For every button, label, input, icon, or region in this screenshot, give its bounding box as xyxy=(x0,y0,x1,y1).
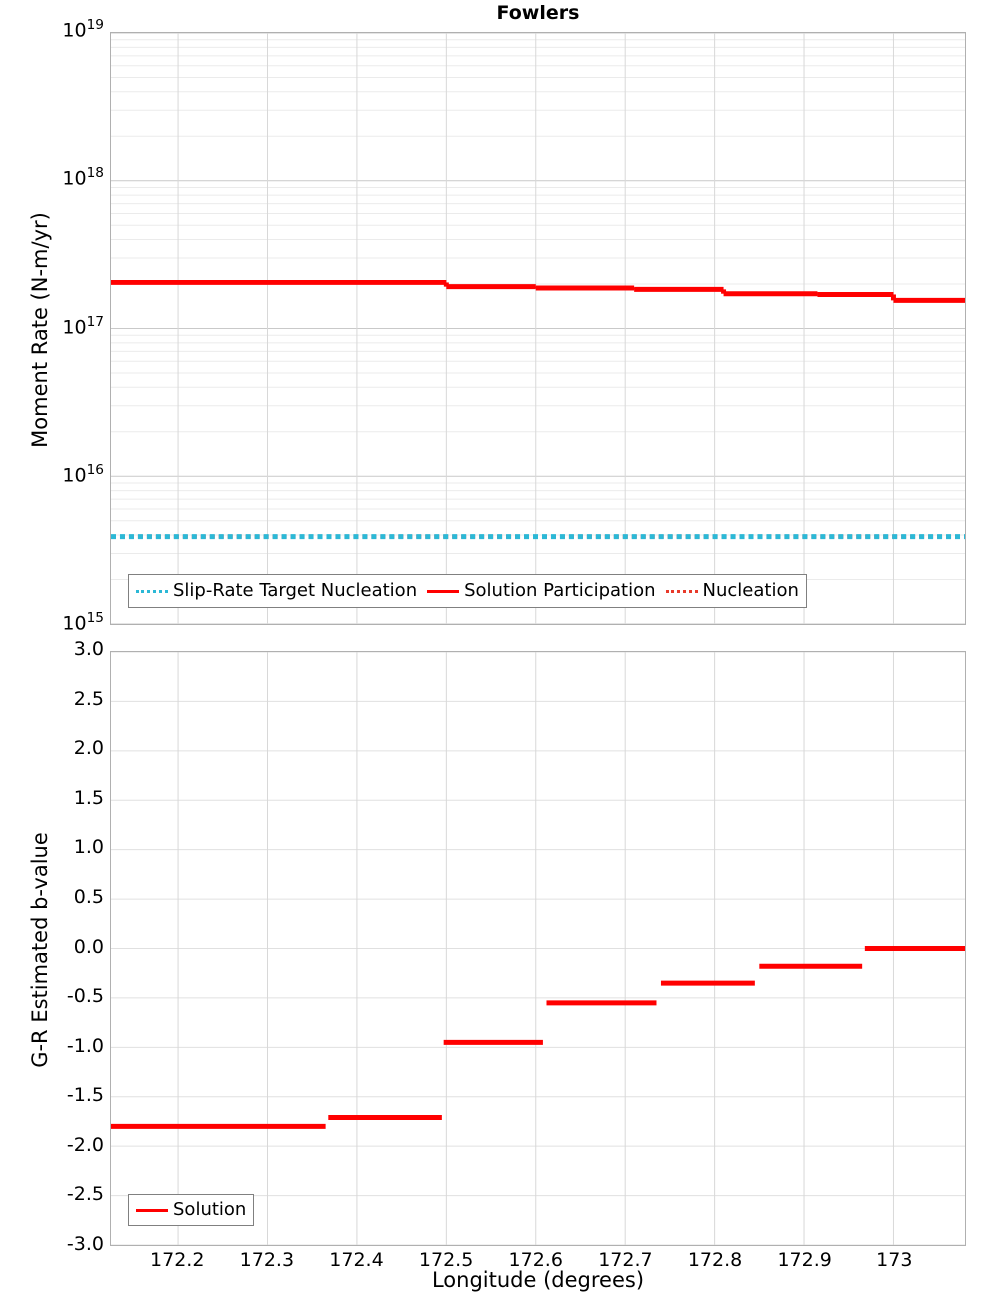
legend-line-swatch-icon xyxy=(136,1208,168,1212)
y-tick-label: 1015 xyxy=(62,610,104,635)
y-tick-label: -0.5 xyxy=(66,985,104,1008)
y-tick-label: -2.5 xyxy=(66,1183,104,1206)
legend-label: Solution Participation xyxy=(464,580,656,601)
b-value-axis-label: G-R Estimated b-value xyxy=(28,832,52,1068)
y-tick-label: 1.5 xyxy=(73,786,104,809)
y-tick-label: 1.0 xyxy=(73,836,104,859)
x-tick-label: 172.4 xyxy=(329,1249,384,1271)
top-grid xyxy=(111,33,965,624)
longitude-axis-label: Longitude (degrees) xyxy=(431,1268,645,1292)
y-tick-label: -3.0 xyxy=(66,1233,104,1255)
bottom-legend[interactable]: Solution xyxy=(128,1194,255,1226)
x-tick-label: 173 xyxy=(876,1249,913,1271)
y-tick-label: 1016 xyxy=(62,461,104,487)
moment-rate-plot-area xyxy=(110,32,966,625)
legend-entry[interactable]: Slip-Rate Target Nucleation xyxy=(136,582,417,600)
y-tick-label: -1.0 xyxy=(66,1034,104,1057)
x-tick-label: 172.5 xyxy=(418,1249,474,1271)
x-tick-label: 172.6 xyxy=(508,1249,563,1271)
top-legend[interactable]: Slip-Rate Target Nucleation Solution Part… xyxy=(128,574,807,608)
y-tick-label: 2.0 xyxy=(73,737,104,760)
x-tick-label: 172.8 xyxy=(687,1249,743,1271)
moment-rate-y-ticklabels: 1015 1016 1017 1018 1019 xyxy=(0,0,104,1300)
x-tick-label: 172.2 xyxy=(150,1249,205,1271)
bottom-grid xyxy=(111,652,965,1245)
legend-entry[interactable]: Nucleation xyxy=(665,580,799,601)
legend-label: Slip-Rate Target Nucleation xyxy=(173,580,418,601)
y-tick-label: 2.5 xyxy=(73,687,104,710)
x-tick-label: 172.7 xyxy=(598,1249,653,1271)
y-tick-label: -1.5 xyxy=(66,1084,104,1107)
legend-label: Solution xyxy=(173,1199,247,1220)
y-tick-label: 0.5 xyxy=(73,885,104,908)
legend-entry[interactable]: Solution Participation xyxy=(427,580,656,601)
y-tick-label: -2.0 xyxy=(66,1133,104,1156)
y-tick-label: 1017 xyxy=(62,313,104,338)
y-tick-label: 1018 xyxy=(62,165,104,190)
y-tick-label: 1019 xyxy=(62,17,104,42)
legend-label: Nucleation xyxy=(702,580,799,601)
legend-entry[interactable]: Solution xyxy=(136,1201,246,1219)
x-tick-label: 172.3 xyxy=(239,1249,295,1271)
page-title: Fowlers xyxy=(496,2,580,24)
legend-line-swatch-icon xyxy=(136,589,168,593)
b-value-plot-area xyxy=(110,651,966,1246)
y-tick-label: 3.0 xyxy=(73,638,104,660)
b-value-y-ticklabels: 3.0 2.5 2.0 1.5 1.0 0.5 0.0 -0.5 -1.0 -1.5 -2.0 -2.… xyxy=(0,0,104,1300)
top-data-layer xyxy=(111,279,965,540)
bottom-data-layer xyxy=(111,946,965,1129)
y-tick-label: 0.0 xyxy=(73,935,104,958)
x-tick-label: 172.9 xyxy=(777,1249,832,1271)
legend-line-swatch-icon xyxy=(427,589,460,593)
legend-line-swatch-icon xyxy=(665,589,698,593)
